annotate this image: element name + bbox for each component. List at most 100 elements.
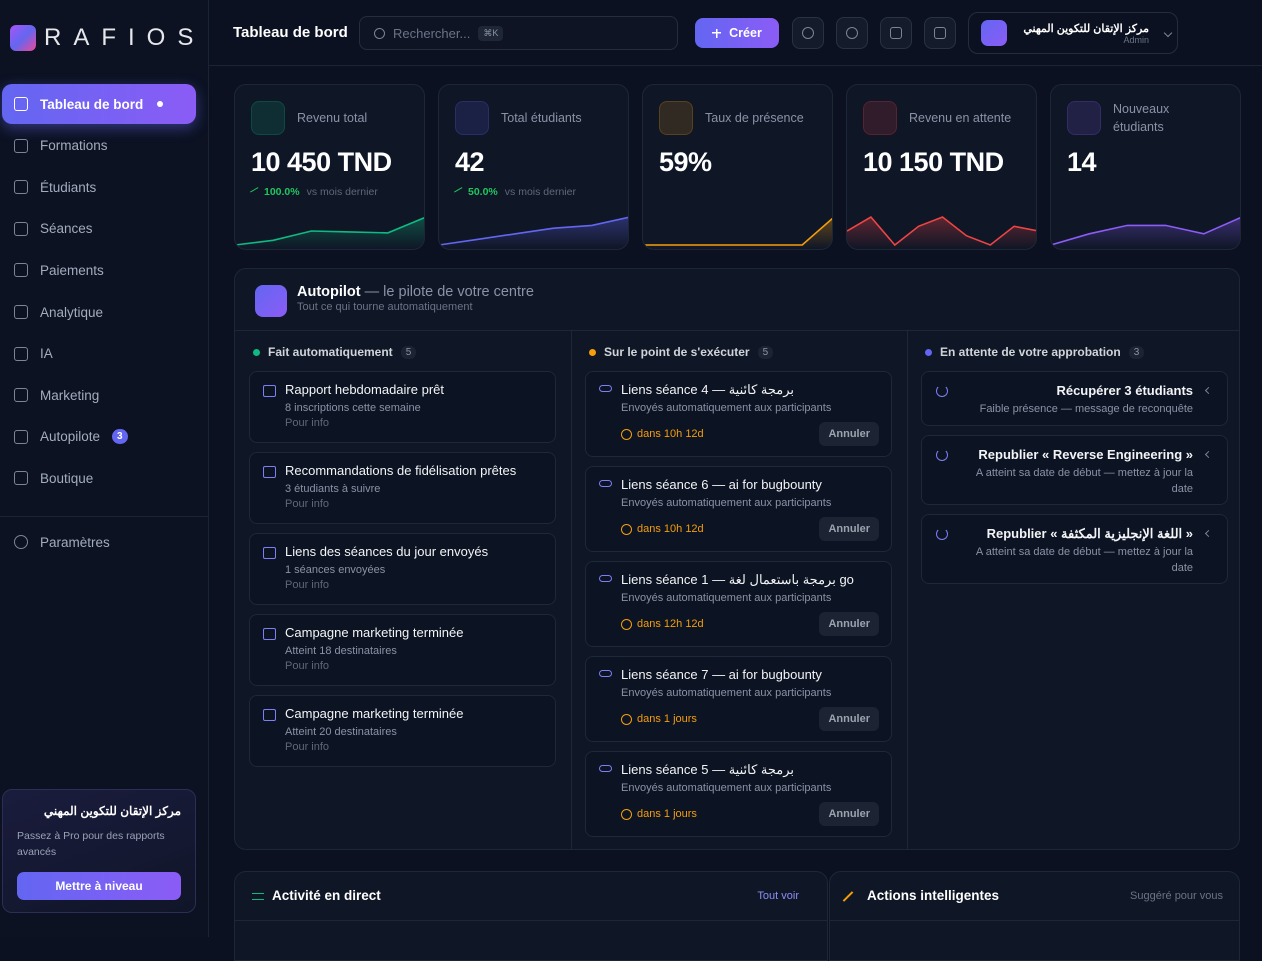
- divider: [235, 920, 827, 921]
- nav-label: Tableau de bord: [40, 96, 144, 112]
- task-detail: 1 séances envoyées: [285, 564, 386, 576]
- task-card[interactable]: Liens séance 7 — ai for bugbounty Envoyés…: [585, 656, 892, 742]
- nav-icon: [14, 346, 28, 361]
- task-icon: [263, 709, 276, 721]
- task-detail: Envoyés automatiquement aux participants: [621, 497, 832, 509]
- nav-item[interactable]: Séances: [2, 209, 196, 249]
- stat-card: Revenu en attente 10 150 TND: [846, 84, 1037, 250]
- task-card[interactable]: Liens séance 6 — ai for bugbounty Envoyés…: [585, 466, 892, 552]
- nav-item[interactable]: Tableau de bord: [2, 84, 196, 124]
- cancel-button[interactable]: Annuler: [819, 612, 879, 636]
- stat-label: Nouveaux étudiants: [1113, 102, 1170, 134]
- task-title: Campagne marketing terminée: [285, 706, 464, 721]
- chevron: [1204, 450, 1213, 459]
- autopilot-heading: Autopilot — le pilote de votre centre: [297, 284, 534, 300]
- plus-icon: [712, 28, 722, 38]
- task-title: Republier « اللغة الإنجليزية المكثفة »: [986, 526, 1193, 541]
- change-note: vs mois dernier: [504, 186, 576, 198]
- task-card[interactable]: Republier « Reverse Engineering » A attei…: [921, 435, 1228, 505]
- stat-label: Taux de présence: [705, 111, 804, 125]
- icon-button[interactable]: [836, 17, 868, 49]
- nav-icon: [14, 471, 28, 486]
- create-button[interactable]: Créer: [695, 18, 779, 48]
- icon-button[interactable]: [792, 17, 824, 49]
- upgrade-button[interactable]: Mettre à niveau: [17, 872, 181, 900]
- cancel-button[interactable]: Annuler: [819, 802, 879, 826]
- task-title: Recommandations de fidélisation prêtes: [285, 463, 517, 478]
- time-label: dans 12h 12d: [637, 618, 704, 630]
- logo-text: RAFIOS: [44, 24, 206, 51]
- nav-item[interactable]: Analytique: [2, 292, 196, 332]
- cancel-button[interactable]: Annuler: [819, 517, 879, 541]
- sparkline: [1051, 217, 1240, 249]
- stat-label: Revenu total: [297, 111, 368, 125]
- icon-button[interactable]: [924, 17, 956, 49]
- sidebar: RAFIOS Tableau de bord Formations Étudiants…: [0, 0, 209, 937]
- task-icon: [599, 480, 612, 487]
- task-detail: A atteint sa date de début — mettez à jo…: [975, 467, 1193, 495]
- divider: [830, 920, 1239, 921]
- task-time: dans 1 jours: [621, 713, 697, 725]
- nav-item[interactable]: IA: [2, 334, 196, 374]
- task-card[interactable]: Liens séance 5 — برمجة كائنية Envoyés aut…: [585, 751, 892, 837]
- stat-change: 100.0% vs mois dernier: [250, 186, 378, 198]
- panel-title: Actions intelligentes: [867, 888, 1000, 903]
- task-time: dans 12h 12d: [621, 618, 704, 630]
- column-header: Fait automatiquement 5: [253, 345, 417, 359]
- nav-item[interactable]: Autopilote 3: [2, 417, 196, 457]
- column-title: Fait automatiquement: [268, 345, 393, 359]
- nav-item[interactable]: Paramètres: [14, 532, 110, 552]
- task-detail: Envoyés automatiquement aux participants: [621, 687, 832, 699]
- status-dot: [589, 348, 596, 356]
- clock-icon: [621, 523, 632, 535]
- user-menu[interactable]: مركز الإتقان للتكوين المهني Admin: [968, 12, 1178, 54]
- wand-icon: [842, 891, 854, 902]
- task-card[interactable]: Récupérer 3 étudiants Faible présence — m…: [921, 371, 1228, 426]
- task-icon: [599, 575, 612, 582]
- task-detail: Envoyés automatiquement aux participants: [621, 402, 832, 414]
- task-title: Rapport hebdomadaire prêt: [285, 382, 444, 397]
- cancel-button[interactable]: Annuler: [819, 422, 879, 446]
- see-all-link[interactable]: Tout voir: [757, 890, 799, 902]
- task-card: Liens des séances du jour envoyés 1 séanc…: [249, 533, 556, 605]
- task-card[interactable]: Republier « اللغة الإنجليزية المكثفة » A …: [921, 514, 1228, 584]
- nav-item[interactable]: Marketing: [2, 375, 196, 415]
- button-icon: [846, 27, 858, 39]
- nav-item[interactable]: Formations: [2, 126, 196, 166]
- task-icon: [263, 628, 276, 640]
- task-note: Pour info: [285, 741, 330, 753]
- nav-label: Marketing: [40, 387, 100, 403]
- cancel-button[interactable]: Annuler: [819, 707, 879, 731]
- column-count: 3: [1128, 345, 1145, 359]
- divider: [0, 516, 208, 517]
- nav-item[interactable]: Boutique: [2, 458, 196, 498]
- nav-label: Analytique: [40, 304, 104, 320]
- panel-note: Suggéré pour vous: [1130, 890, 1223, 902]
- search-box[interactable]: Rechercher... ⌘K: [359, 16, 678, 50]
- change-note: vs mois dernier: [306, 186, 378, 198]
- user-info: مركز الإتقان للتكوين المهني Admin: [1017, 22, 1149, 45]
- chevron: [1204, 386, 1213, 395]
- nav-item[interactable]: Paiements: [2, 250, 196, 290]
- task-title: Campagne marketing terminée: [285, 625, 464, 640]
- autopilot-subtitle: — le pilote de votre centre: [364, 284, 534, 300]
- clock-icon: [621, 808, 632, 820]
- task-card[interactable]: Liens séance 1 — برمجة باستعمال لغة go En…: [585, 561, 892, 647]
- task-note: Pour info: [285, 498, 330, 510]
- chevron: [1204, 529, 1213, 538]
- stat-icon: [1067, 101, 1101, 135]
- autopilot-caption: Tout ce qui tourne automatiquement: [297, 301, 473, 313]
- stat-icon: [863, 101, 897, 135]
- nav-label: Formations: [40, 138, 108, 154]
- task-time: dans 10h 12d: [621, 428, 704, 440]
- task-detail: Atteint 20 destinataires: [285, 726, 397, 738]
- task-card[interactable]: Liens séance 4 — برمجة كائنية Envoyés aut…: [585, 371, 892, 457]
- column-title: En attente de votre approbation: [940, 345, 1121, 359]
- stat-value: 42: [455, 147, 485, 177]
- icon-button[interactable]: [880, 17, 912, 49]
- nav-item[interactable]: Étudiants: [2, 167, 196, 207]
- stat-icon: [455, 101, 489, 135]
- time-label: dans 10h 12d: [637, 428, 704, 440]
- activity-icon: [252, 893, 264, 900]
